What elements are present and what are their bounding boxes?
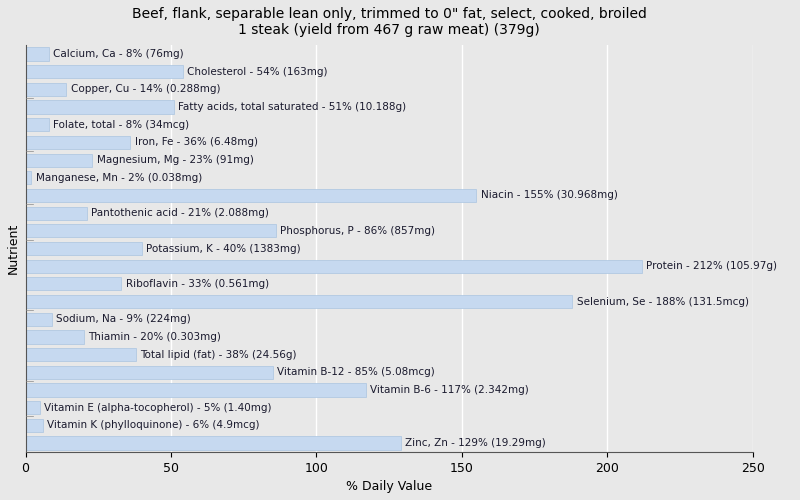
- Text: Calcium, Ca - 8% (76mg): Calcium, Ca - 8% (76mg): [53, 49, 184, 59]
- Text: Niacin - 155% (30.968mg): Niacin - 155% (30.968mg): [481, 190, 618, 200]
- Text: Zinc, Zn - 129% (19.29mg): Zinc, Zn - 129% (19.29mg): [405, 438, 546, 448]
- Bar: [26, 154, 92, 167]
- Text: Total lipid (fat) - 38% (24.56g): Total lipid (fat) - 38% (24.56g): [140, 350, 297, 360]
- Bar: [26, 242, 142, 255]
- Text: Riboflavin - 33% (0.561mg): Riboflavin - 33% (0.561mg): [126, 279, 269, 289]
- Bar: [26, 384, 366, 396]
- Text: Phosphorus, P - 86% (857mg): Phosphorus, P - 86% (857mg): [280, 226, 435, 236]
- Text: Vitamin B-12 - 85% (5.08mcg): Vitamin B-12 - 85% (5.08mcg): [277, 367, 435, 377]
- Text: Folate, total - 8% (34mcg): Folate, total - 8% (34mcg): [53, 120, 190, 130]
- Bar: [26, 65, 182, 78]
- Bar: [26, 118, 49, 132]
- Text: Vitamin E (alpha-tocopherol) - 5% (1.40mg): Vitamin E (alpha-tocopherol) - 5% (1.40m…: [45, 402, 272, 412]
- Text: Copper, Cu - 14% (0.288mg): Copper, Cu - 14% (0.288mg): [70, 84, 220, 94]
- Bar: [26, 312, 52, 326]
- Title: Beef, flank, separable lean only, trimmed to 0" fat, select, cooked, broiled
1 s: Beef, flank, separable lean only, trimme…: [132, 7, 646, 37]
- Bar: [26, 401, 40, 414]
- Bar: [26, 330, 84, 344]
- Text: Selenium, Se - 188% (131.5mcg): Selenium, Se - 188% (131.5mcg): [577, 296, 749, 306]
- Bar: [26, 206, 86, 220]
- Text: Protein - 212% (105.97g): Protein - 212% (105.97g): [646, 261, 778, 271]
- Bar: [26, 366, 273, 379]
- Text: Sodium, Na - 9% (224mg): Sodium, Na - 9% (224mg): [56, 314, 190, 324]
- Bar: [26, 436, 401, 450]
- Text: Potassium, K - 40% (1383mg): Potassium, K - 40% (1383mg): [146, 244, 301, 254]
- Bar: [26, 224, 276, 237]
- Y-axis label: Nutrient: Nutrient: [7, 223, 20, 274]
- X-axis label: % Daily Value: % Daily Value: [346, 480, 432, 493]
- Text: Iron, Fe - 36% (6.48mg): Iron, Fe - 36% (6.48mg): [134, 138, 258, 147]
- Bar: [26, 348, 136, 361]
- Text: Cholesterol - 54% (163mg): Cholesterol - 54% (163mg): [187, 67, 327, 77]
- Bar: [26, 189, 476, 202]
- Text: Thiamin - 20% (0.303mg): Thiamin - 20% (0.303mg): [88, 332, 221, 342]
- Text: Manganese, Mn - 2% (0.038mg): Manganese, Mn - 2% (0.038mg): [36, 173, 202, 183]
- Text: Fatty acids, total saturated - 51% (10.188g): Fatty acids, total saturated - 51% (10.1…: [178, 102, 406, 112]
- Text: Vitamin K (phylloquinone) - 6% (4.9mcg): Vitamin K (phylloquinone) - 6% (4.9mcg): [47, 420, 260, 430]
- Bar: [26, 260, 642, 273]
- Bar: [26, 48, 49, 60]
- Text: Magnesium, Mg - 23% (91mg): Magnesium, Mg - 23% (91mg): [97, 155, 254, 165]
- Bar: [26, 83, 66, 96]
- Bar: [26, 136, 130, 149]
- Bar: [26, 295, 572, 308]
- Bar: [26, 171, 31, 184]
- Text: Pantothenic acid - 21% (2.088mg): Pantothenic acid - 21% (2.088mg): [91, 208, 269, 218]
- Bar: [26, 418, 43, 432]
- Text: Vitamin B-6 - 117% (2.342mg): Vitamin B-6 - 117% (2.342mg): [370, 385, 529, 395]
- Bar: [26, 100, 174, 114]
- Bar: [26, 277, 122, 290]
